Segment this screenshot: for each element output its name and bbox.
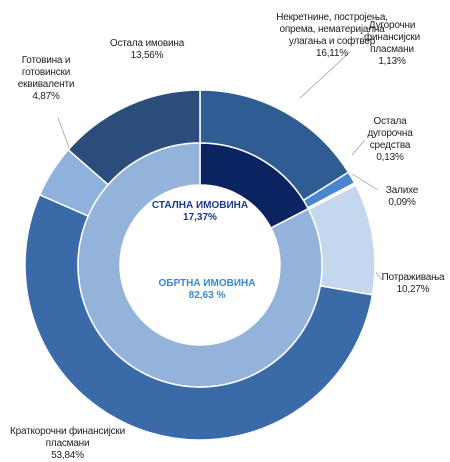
value-label: 13,56% xyxy=(130,50,164,61)
category-label: Краткорочни финансијски пласмани xyxy=(10,426,125,449)
category-label: Готовина и готовински еквиваленти xyxy=(17,55,75,90)
category-label: Остала дугорочна средства xyxy=(367,116,413,151)
value-label: 4,87% xyxy=(32,91,60,102)
segment-label: Готовина и готовински еквиваленти 4,87% xyxy=(0,55,92,103)
segment-label: Остала имовина 13,56% xyxy=(92,38,202,62)
leader-line xyxy=(299,51,351,99)
segment-label: Краткорочни финансијски пласмани 53,84% xyxy=(5,426,130,462)
segment-label: Дугорочни финансијски пласмани 1,13% xyxy=(352,20,432,68)
category-label: Некретнине, постројења, опрема, нематери… xyxy=(276,12,388,47)
leader-line xyxy=(351,173,379,191)
value-label: 0,13% xyxy=(376,152,404,163)
category-label: Дугорочни финансијски пласмани xyxy=(364,20,420,55)
inner-label: СТАЛНА ИМОВИНА 17,37% xyxy=(130,200,270,224)
value-label: 0,09% xyxy=(388,197,416,208)
category-label: Потраживања xyxy=(381,272,445,283)
value-label: 10,27% xyxy=(396,284,430,295)
leader-line xyxy=(351,139,366,156)
value-label: 17,37% xyxy=(183,212,217,223)
category-label: Остала имовина xyxy=(109,38,185,49)
segment-label: Остала дугорочна средства 0,13% xyxy=(355,116,425,164)
value-label: 82,63 % xyxy=(188,290,226,301)
leader-line xyxy=(57,117,71,151)
value-label: 53,84% xyxy=(51,450,84,461)
segment-label: Залихе 0,09% xyxy=(372,185,432,209)
segment-label: Потраживања 10,27% xyxy=(378,272,448,296)
value-label: 16,11% xyxy=(316,48,348,59)
category-label: Залихе xyxy=(385,185,419,196)
donut-segment xyxy=(77,142,323,388)
inner-label: ОБРТНА ИМОВИНА 82,63 % xyxy=(137,278,277,302)
category-label: СТАЛНА ИМОВИНА xyxy=(151,200,249,211)
value-label: 1,13% xyxy=(378,56,406,67)
category-label: ОБРТНА ИМОВИНА xyxy=(158,278,256,289)
segment-label: Некретнине, постројења, опрема, нематери… xyxy=(262,12,402,60)
